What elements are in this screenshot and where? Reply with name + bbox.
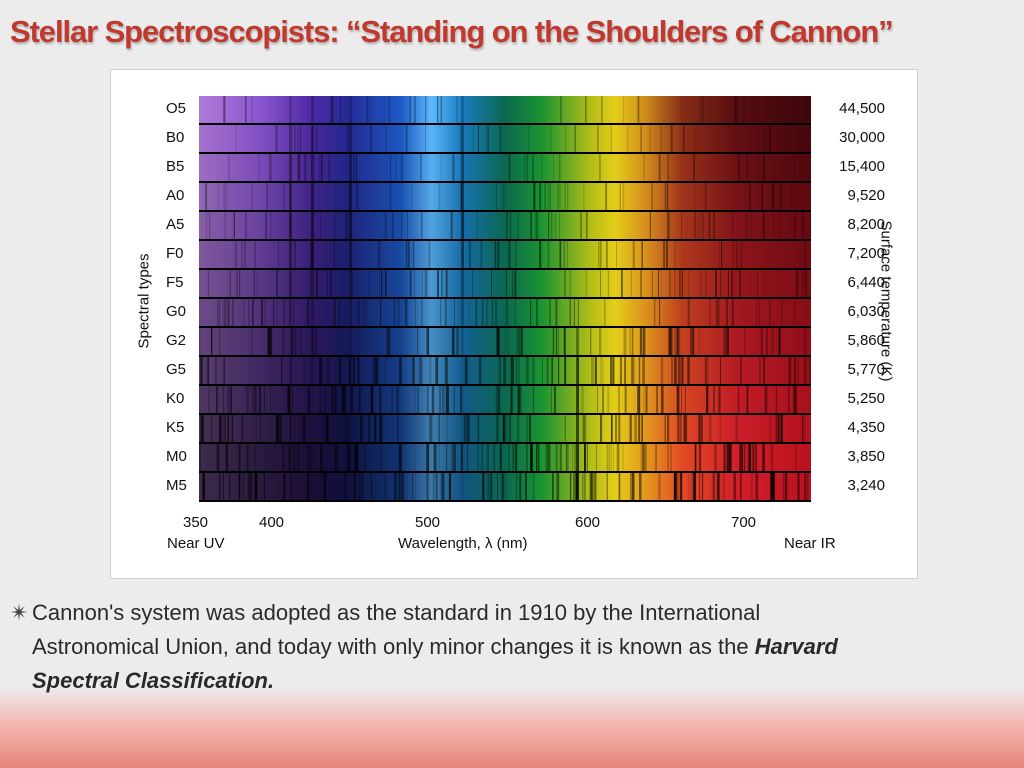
star-bullet-icon: ✴ — [10, 600, 29, 625]
spectral-type-label: K0 — [166, 390, 185, 407]
spectral-type-label: G5 — [166, 361, 187, 378]
spectral-type-label: B5 — [166, 158, 185, 175]
surface-temperature-label: 15,400 — [839, 158, 885, 175]
surface-temperature-label: 5,860 — [847, 332, 885, 349]
spectrum-row-g0 — [199, 299, 811, 326]
caption-text: ✴ Cannon's system was adopted as the stan… — [10, 596, 1010, 698]
caption-emphasis-classification: Spectral Classification. — [32, 668, 275, 693]
wavelength-tick-label: 700 — [731, 514, 757, 531]
surface-temperature-label: 5,770 — [847, 361, 885, 378]
bottom-gradient-band — [0, 688, 1024, 768]
caption-emphasis-harvard: Harvard — [754, 634, 838, 659]
spectrum-row-a0 — [199, 183, 811, 210]
spectral-type-label: M5 — [166, 477, 187, 494]
near-uv-label: Near UV — [167, 535, 225, 552]
surface-temperature-label: 44,500 — [839, 100, 885, 117]
surface-temperature-label: 7,200 — [847, 245, 885, 262]
caption-line-2: Astronomical Union, and today with only … — [32, 634, 755, 659]
spectral-type-label: G2 — [166, 332, 187, 349]
spectral-type-label: B0 — [166, 129, 185, 146]
surface-temperature-label: 6,030 — [847, 303, 885, 320]
wavelength-tick-label: 500 — [415, 514, 441, 531]
spectrum-row-b5 — [199, 154, 811, 181]
surface-temperature-label: 9,520 — [847, 187, 885, 204]
spectral-type-label: A5 — [166, 216, 185, 233]
spectral-type-label: F0 — [166, 245, 184, 262]
surface-temperature-label: 3,240 — [847, 477, 885, 494]
slide-title: Stellar Spectroscopists: “Standing on th… — [10, 14, 894, 49]
surface-temperature-label: 30,000 — [839, 129, 885, 146]
spectrum-row-m5 — [199, 473, 811, 500]
spectrum-row-b0 — [199, 125, 811, 152]
caption-line-1: Cannon's system was adopted as the stand… — [32, 600, 761, 625]
spectrum-row-m0 — [199, 444, 811, 471]
spectrum-row-f5 — [199, 270, 811, 297]
spectrum-row-k5 — [199, 415, 811, 442]
spectrum-row-k0 — [199, 386, 811, 413]
surface-temperature-label: 3,850 — [847, 448, 885, 465]
spectrum-row-f0 — [199, 241, 811, 268]
spectral-types-axis-title: Spectral types — [135, 253, 153, 349]
spectral-type-label: A0 — [166, 187, 185, 204]
wavelength-tick-label: 400 — [259, 514, 285, 531]
wavelength-axis-title: Wavelength, λ (nm) — [398, 535, 528, 552]
wavelength-tick-label: 600 — [575, 514, 601, 531]
surface-temperature-label: 4,350 — [847, 419, 885, 436]
spectral-type-label: K5 — [166, 419, 185, 436]
spectral-type-label: M0 — [166, 448, 187, 465]
spectrum-row-o5 — [199, 96, 811, 123]
spectrum-row-g5 — [199, 357, 811, 384]
spectral-type-label: O5 — [166, 100, 187, 117]
surface-temperature-label: 6,440 — [847, 274, 885, 291]
wavelength-tick-label: 350 — [183, 514, 209, 531]
spectral-type-label: G0 — [166, 303, 187, 320]
spectral-type-label: F5 — [166, 274, 184, 291]
surface-temperature-label: 5,250 — [847, 390, 885, 407]
spectrum-row-a5 — [199, 212, 811, 239]
spectra-figure: Spectral types Surface temperature (K) O… — [110, 69, 918, 579]
spectra-strip-area — [199, 96, 811, 502]
spectrum-row-g2 — [199, 328, 811, 355]
surface-temperature-label: 8,200 — [847, 216, 885, 233]
near-ir-label: Near IR — [784, 535, 836, 552]
